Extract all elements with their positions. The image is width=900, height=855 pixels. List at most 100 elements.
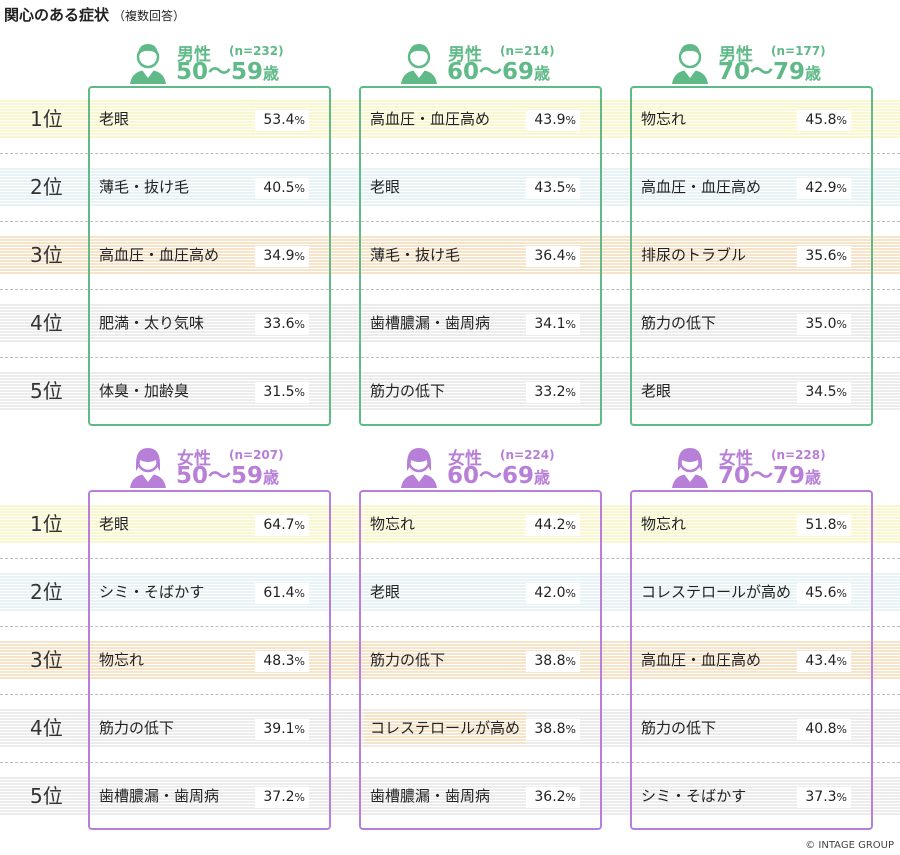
male-person-icon — [668, 40, 712, 84]
symptom-value: 42.9% — [797, 178, 851, 199]
row-separator — [0, 558, 900, 559]
percent-unit: % — [294, 386, 305, 399]
rank-label: 1位 — [30, 107, 63, 131]
group-age: 60〜69歳 — [447, 59, 551, 85]
symptom-label: 物忘れ — [641, 515, 687, 533]
symptom-value: 37.3% — [797, 787, 851, 808]
group-box — [359, 490, 602, 830]
percent-unit: % — [565, 723, 576, 736]
rank-band-3 — [0, 641, 900, 679]
group-sample-size: (n=232) — [229, 44, 284, 58]
percent-unit: % — [836, 182, 847, 195]
percent-unit: % — [294, 791, 305, 804]
symptom-label: シミ・そばかす — [99, 583, 205, 601]
symptom-label: コレステロールが高め — [641, 583, 792, 601]
symptom-value: 43.4% — [797, 651, 851, 672]
rank-label: 2位 — [30, 175, 63, 199]
page-title: 関心のある症状 — [4, 6, 110, 24]
symptom-value: 40.5% — [255, 178, 309, 199]
symptom-label: 高血圧・血圧高め — [99, 246, 220, 264]
row-separator — [0, 626, 900, 627]
group-box — [88, 86, 331, 426]
percent-unit: % — [294, 655, 305, 668]
symptom-value: 45.8% — [797, 110, 851, 131]
symptom-value: 33.2% — [526, 382, 580, 403]
percent-unit: % — [294, 587, 305, 600]
rank-band-1 — [0, 505, 900, 543]
percent-unit: % — [294, 318, 305, 331]
symptom-label: 筋力の低下 — [370, 651, 446, 669]
symptom-label: 排尿のトラブル — [641, 246, 747, 264]
percent-unit: % — [565, 386, 576, 399]
group-sample-size: (n=177) — [771, 44, 826, 58]
group-box — [630, 490, 873, 830]
group-gender: 女性 — [448, 449, 482, 469]
symptom-label: コレステロールが高め — [364, 712, 527, 744]
symptom-label: 老眼 — [370, 178, 401, 196]
female-person-icon — [397, 444, 441, 488]
symptom-value: 43.9% — [526, 110, 580, 131]
symptom-label: 筋力の低下 — [641, 314, 717, 332]
symptom-label: 筋力の低下 — [370, 382, 446, 400]
percent-unit: % — [565, 587, 576, 600]
symptom-label: 老眼 — [99, 515, 130, 533]
symptom-value: 51.8% — [797, 515, 851, 536]
rank-band-4 — [0, 304, 900, 342]
male-person-icon — [397, 40, 441, 84]
symptom-label: 筋力の低下 — [641, 719, 717, 737]
symptom-value: 34.5% — [797, 382, 851, 403]
symptom-label: 肥満・太り気味 — [99, 314, 205, 332]
symptom-value: 53.4% — [255, 110, 309, 131]
age-suffix: 歳 — [534, 468, 551, 487]
age-suffix: 歳 — [534, 64, 551, 83]
symptom-value: 33.6% — [255, 314, 309, 335]
group-age: 50〜59歳 — [176, 463, 280, 489]
symptom-value: 42.0% — [526, 583, 580, 604]
symptom-label: 歯槽膿漏・歯周病 — [99, 787, 220, 805]
symptom-value: 64.7% — [255, 515, 309, 536]
percent-unit: % — [836, 723, 847, 736]
symptom-value: 31.5% — [255, 382, 309, 403]
percent-unit: % — [836, 318, 847, 331]
rank-band-5 — [0, 372, 900, 410]
percent-unit: % — [836, 655, 847, 668]
symptom-value: 61.4% — [255, 583, 309, 604]
symptom-label: 薄毛・抜け毛 — [370, 246, 461, 264]
group-box — [630, 86, 873, 426]
rank-band-3 — [0, 236, 900, 274]
percent-unit: % — [565, 114, 576, 127]
percent-unit: % — [565, 519, 576, 532]
percent-unit: % — [565, 655, 576, 668]
rank-band-5 — [0, 777, 900, 815]
percent-unit: % — [565, 182, 576, 195]
symptom-value: 39.1% — [255, 719, 309, 740]
percent-unit: % — [294, 250, 305, 263]
symptom-value: 38.8% — [526, 651, 580, 672]
symptom-label: 老眼 — [99, 110, 130, 128]
symptom-label: 高血圧・血圧高め — [370, 110, 491, 128]
group-sample-size: (n=207) — [229, 448, 284, 462]
group-age: 50〜59歳 — [176, 59, 280, 85]
symptom-label: 物忘れ — [641, 110, 687, 128]
percent-unit: % — [836, 587, 847, 600]
symptom-value: 34.9% — [255, 246, 309, 267]
age-suffix: 歳 — [263, 468, 280, 487]
title-area: 関心のある症状 （複数回答） — [4, 4, 185, 25]
group-gender: 女性 — [719, 449, 753, 469]
row-separator — [0, 762, 900, 763]
symptom-label: 老眼 — [370, 583, 401, 601]
group-age: 70〜79歳 — [718, 463, 822, 489]
symptom-value: 37.2% — [255, 787, 309, 808]
percent-unit: % — [294, 723, 305, 736]
age-suffix: 歳 — [263, 64, 280, 83]
group-sample-size: (n=214) — [500, 44, 555, 58]
symptom-value: 35.0% — [797, 314, 851, 335]
rank-label: 1位 — [30, 512, 63, 536]
rank-label: 4位 — [30, 716, 63, 740]
percent-unit: % — [294, 114, 305, 127]
rank-band-2 — [0, 168, 900, 206]
symptom-value: 38.8% — [526, 719, 580, 740]
group-sample-size: (n=228) — [771, 448, 826, 462]
percent-unit: % — [294, 182, 305, 195]
male-person-icon — [126, 40, 170, 84]
